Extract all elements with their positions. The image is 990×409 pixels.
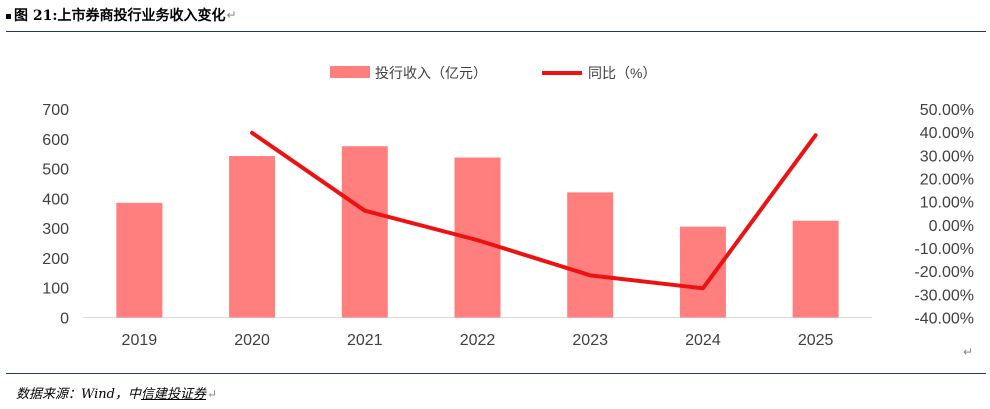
- line-point: [363, 209, 367, 213]
- x-tick-label: 2020: [234, 332, 270, 349]
- y-left-tick-label: 300: [42, 221, 69, 238]
- y-right-tick-label: -40.00%: [914, 311, 974, 328]
- legend-line-label: 同比（%）: [588, 65, 656, 81]
- y-right-tick-label: -10.00%: [914, 241, 974, 258]
- bar: [792, 220, 839, 318]
- bottom-rule: [6, 373, 986, 374]
- y-left-tick-label: 400: [42, 191, 69, 208]
- x-tick-label: 2022: [460, 332, 496, 349]
- line-point: [250, 131, 254, 135]
- bar: [116, 202, 163, 318]
- line-point: [588, 273, 592, 277]
- yoy-line: [250, 130, 818, 291]
- figure-title-row: 图 21:上市券商投行业务收入变化 ↵: [6, 4, 237, 26]
- source-link[interactable]: 信建投证券: [141, 387, 207, 402]
- x-tick-label: 2024: [685, 332, 721, 349]
- y-left-tick-label: 600: [42, 132, 69, 149]
- bullet-square-icon: [6, 13, 11, 19]
- line-point: [701, 286, 705, 290]
- x-tick-label: 2025: [798, 332, 834, 349]
- return-mark-icon: ↵: [207, 387, 218, 401]
- y-right-tick-label: 30.00%: [920, 148, 974, 165]
- source-prefix: 数据来源：Wind，中: [16, 387, 141, 402]
- y-left-tick-label: 500: [42, 162, 69, 179]
- y-left-tick-label: 700: [42, 102, 69, 119]
- line-point: [476, 238, 479, 242]
- y-right-tick-label: 10.00%: [920, 195, 974, 212]
- bar: [229, 156, 276, 318]
- legend-bar-swatch: [330, 66, 370, 78]
- y-left-tick-label: 100: [42, 281, 69, 298]
- top-rule: [6, 31, 986, 32]
- y-right-tick-label: 50.00%: [920, 102, 974, 119]
- y-right-tick-label: -20.00%: [914, 264, 974, 281]
- figure-title: 图 21:上市券商投行业务收入变化: [14, 8, 226, 24]
- y-left-tick-label: 0: [60, 311, 69, 328]
- return-mark-icon: ↵: [963, 345, 974, 359]
- x-tick-labels: 2019 2020 2021 2022 2023 2024 2025: [122, 332, 834, 349]
- bar: [679, 226, 726, 318]
- bar: [341, 146, 388, 318]
- bar: [567, 192, 614, 318]
- return-mark-icon: ↵: [226, 8, 237, 22]
- x-tick-label: 2019: [122, 332, 158, 349]
- bar-series: [116, 146, 839, 318]
- y-right-tick-label: 40.00%: [920, 125, 974, 142]
- y-right-tick-labels: -40.00% -30.00% -20.00% -10.00% 0.00% 10.00% 2…: [914, 102, 974, 328]
- legend: 投行收入（亿元） 同比（%）: [330, 65, 656, 81]
- y-right-tick-label: 0.00%: [929, 218, 974, 235]
- x-tick-label: 2023: [572, 332, 608, 349]
- y-left-tick-labels: 0 100 200 300 400 500 600 700: [42, 102, 69, 328]
- line-series: [250, 130, 818, 291]
- y-left-tick-label: 200: [42, 251, 69, 268]
- source-note: 数据来源：Wind，中信建投证券↵: [16, 383, 217, 402]
- x-tick-label: 2021: [347, 332, 383, 349]
- line-point: [814, 133, 818, 137]
- legend-bar-label: 投行收入（亿元）: [375, 65, 487, 81]
- y-right-tick-label: 20.00%: [920, 172, 974, 189]
- y-right-tick-label: -30.00%: [914, 287, 974, 304]
